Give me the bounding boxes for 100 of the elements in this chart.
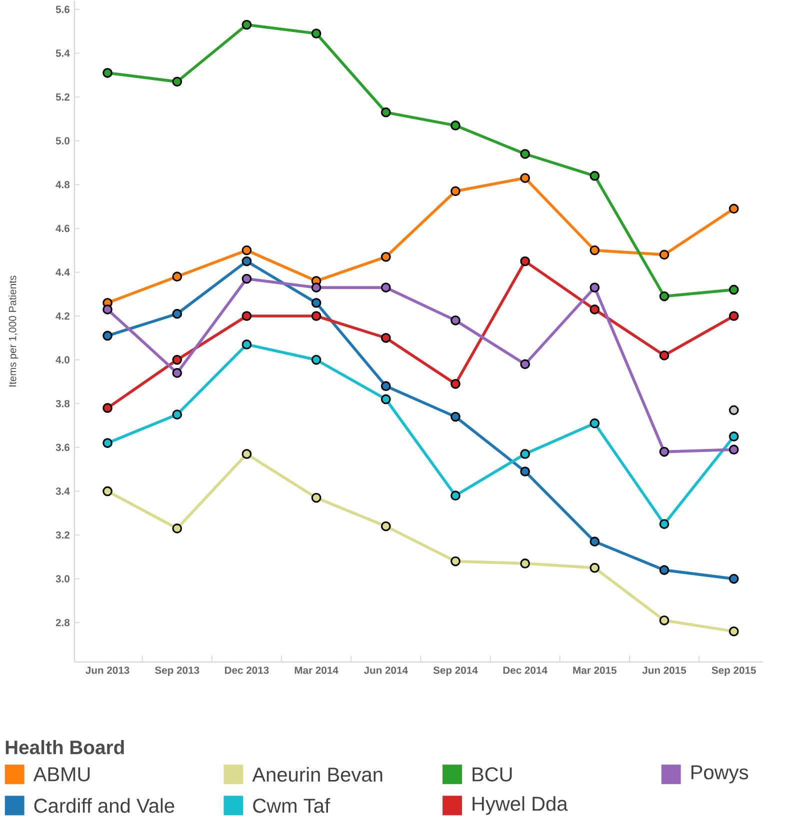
- y-tick-label: 3.4: [56, 488, 70, 495]
- point: [520, 173, 530, 183]
- legend-label: ABMU: [34, 767, 90, 782]
- point: [450, 120, 461, 130]
- point: [520, 466, 530, 476]
- point: [659, 615, 670, 626]
- point: [381, 282, 391, 292]
- point: [381, 381, 391, 392]
- point: [242, 245, 252, 256]
- legend-label: Cwm Taf: [253, 798, 330, 813]
- point: [520, 149, 530, 159]
- point: [659, 519, 670, 529]
- y-tick-label: 4.2: [56, 312, 70, 320]
- point: [242, 340, 252, 350]
- point: [172, 410, 182, 420]
- y-tick-label: 5.0: [56, 137, 70, 144]
- x-tick-label: Jun 2013: [86, 666, 130, 674]
- x-tick-label: Dec 2013: [225, 666, 269, 674]
- point: [172, 308, 182, 319]
- point: [520, 359, 530, 370]
- point: [381, 394, 391, 404]
- point: [659, 565, 670, 575]
- point: [659, 350, 670, 360]
- point: [242, 449, 252, 459]
- point: [381, 252, 391, 262]
- point: [729, 432, 739, 442]
- point: [729, 574, 739, 584]
- point: [242, 274, 252, 284]
- point: [450, 378, 461, 389]
- point: [520, 558, 530, 568]
- y-tick-label: 5.2: [56, 93, 70, 101]
- x-tick-label: Sep 2013: [155, 666, 200, 676]
- y-tick-label: 3.0: [56, 575, 70, 582]
- point: [729, 204, 739, 214]
- point: [450, 556, 461, 566]
- point: [172, 76, 182, 87]
- point: [312, 311, 322, 321]
- point: [312, 298, 322, 308]
- legend-label: Hywel Dda: [472, 796, 568, 815]
- point: [590, 170, 600, 181]
- x-tick-label: Jun 2014: [364, 666, 408, 674]
- legend-label: Aneurin Bevan: [252, 767, 382, 782]
- point: [450, 315, 461, 326]
- point: [172, 272, 182, 282]
- y-tick-label: 3.8: [56, 400, 70, 408]
- point: [381, 107, 391, 118]
- point: [729, 311, 739, 321]
- y-tick-label: 4.8: [56, 180, 70, 188]
- x-tick-label: Sep 2015: [712, 666, 756, 676]
- legend-label: Powys: [692, 765, 748, 784]
- point: [102, 68, 113, 78]
- point: [450, 490, 461, 501]
- x-tick-label: Mar 2015: [573, 666, 617, 674]
- point: [590, 245, 600, 256]
- x-tick-label: Mar 2014: [295, 666, 339, 674]
- y-tick-label: 4.4: [56, 268, 70, 276]
- point: [312, 354, 322, 365]
- point: [312, 28, 322, 38]
- point: [659, 250, 670, 260]
- point: [102, 330, 113, 341]
- point: [590, 536, 600, 547]
- x-tick-label: Sep 2014: [434, 666, 478, 676]
- point: [172, 368, 182, 378]
- y-tick-label: 4.6: [56, 224, 70, 232]
- y-tick-label: 5.6: [56, 6, 70, 14]
- point: [590, 418, 600, 428]
- point: [102, 438, 113, 448]
- y-axis-title: Items per 1,000 Patients: [8, 276, 18, 386]
- x-tick-label: Jun 2015: [642, 666, 686, 674]
- point: [172, 354, 182, 365]
- y-tick-label: 3.2: [56, 531, 70, 539]
- point: [450, 186, 461, 196]
- point: [102, 486, 113, 496]
- point: [102, 403, 113, 413]
- point: [729, 284, 739, 295]
- point: [729, 444, 739, 455]
- point: [729, 405, 739, 416]
- point: [729, 626, 739, 636]
- point: [520, 256, 530, 266]
- point: [450, 412, 461, 422]
- point: [659, 291, 670, 302]
- y-tick-label: 3.6: [56, 444, 70, 452]
- y-tick-label: 5.4: [56, 50, 70, 57]
- point: [102, 304, 113, 314]
- point: [312, 282, 322, 292]
- point: [381, 521, 391, 532]
- point: [520, 449, 530, 459]
- point: [590, 562, 600, 573]
- point: [242, 20, 252, 30]
- point: [312, 492, 322, 503]
- legend-title: Health Board: [6, 740, 124, 754]
- point: [590, 282, 600, 292]
- legend-label: BCU: [472, 767, 512, 782]
- point: [172, 524, 182, 534]
- point: [590, 304, 600, 314]
- point: [381, 332, 391, 343]
- y-tick-label: 2.8: [56, 618, 70, 626]
- point: [659, 446, 670, 457]
- x-tick-label: Dec 2014: [504, 666, 548, 674]
- point: [242, 311, 252, 321]
